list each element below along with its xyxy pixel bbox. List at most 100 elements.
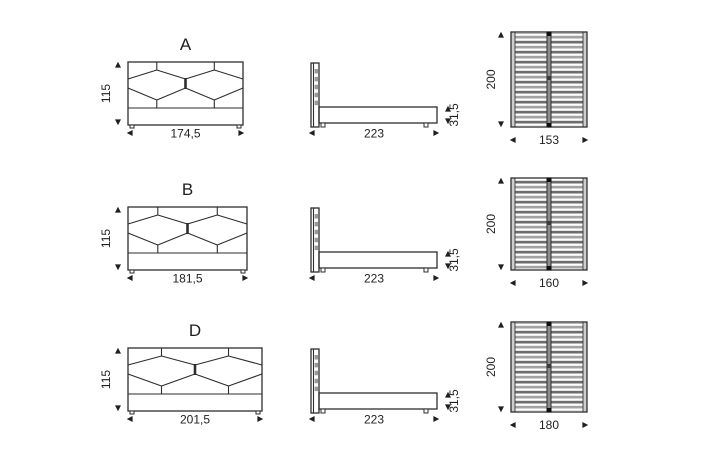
- headboard-side-outline: [310, 348, 320, 414]
- arrow-up-icon: [498, 177, 504, 184]
- bed-foot: [423, 408, 429, 414]
- bed-foot: [423, 267, 429, 273]
- rail-joint-bottom: [546, 123, 552, 128]
- bed-base-side-outline: [318, 251, 438, 269]
- arrow-left-icon: [126, 130, 133, 136]
- base-height-dimension: 31,5: [447, 103, 461, 127]
- row-d: D 115 201,5 223 31,5: [99, 321, 589, 432]
- arrow-left-icon: [126, 275, 133, 281]
- arrow-left-icon: [126, 416, 133, 422]
- bed-foot: [240, 269, 246, 274]
- slats-right: [551, 323, 583, 411]
- length-dimension: 200: [484, 357, 498, 377]
- arrow-right-icon: [238, 130, 245, 136]
- bed-d-top-view: 200 180: [484, 321, 589, 432]
- arrow-right-icon: [582, 137, 589, 143]
- size-label-a: A: [180, 35, 192, 54]
- diamond-quilt-pattern: [127, 207, 248, 254]
- bed-foot: [129, 124, 135, 129]
- bed-foot: [320, 122, 326, 128]
- size-label-b: B: [182, 180, 193, 199]
- bed-a-side-view: 223 31,5: [308, 62, 461, 141]
- bed-foot: [255, 410, 261, 415]
- row-a: A 115 174,5 223 31,5: [99, 31, 589, 147]
- arrow-left-icon: [509, 137, 516, 143]
- rail-joint-bottom: [546, 408, 552, 413]
- arrow-right-icon: [242, 275, 249, 281]
- rail-joint-middle: [547, 76, 551, 80]
- arrow-left-icon: [308, 275, 315, 281]
- slats-right: [551, 33, 583, 126]
- headboard-outline: [127, 347, 263, 412]
- arrow-down-icon: [498, 406, 504, 413]
- arrow-up-icon: [498, 31, 504, 38]
- size-label-d: D: [189, 321, 201, 340]
- width-dimension: 174,5: [170, 127, 200, 141]
- bed-foot: [236, 124, 242, 129]
- bed-foot: [320, 408, 326, 414]
- height-dimension: 115: [99, 370, 113, 389]
- base-height-dimension: 31,5: [447, 389, 461, 413]
- depth-dimension: 223: [364, 127, 384, 141]
- arrow-left-icon: [509, 280, 516, 286]
- arrow-right-icon: [582, 422, 589, 428]
- headboard-outline: [127, 206, 248, 271]
- height-dimension: 115: [99, 84, 113, 103]
- row-b: B 115 181,5 223 31,5: [99, 177, 589, 290]
- bed-b-side-view: 223 31,5: [308, 207, 461, 286]
- slats-right: [551, 179, 583, 269]
- arrow-down-icon: [115, 119, 121, 126]
- arrow-down-icon: [498, 121, 504, 128]
- bed-base-side-outline: [318, 106, 438, 124]
- rail-joint-top: [546, 177, 552, 182]
- bed-foot: [129, 269, 135, 274]
- length-dimension: 200: [484, 69, 498, 89]
- bed-d-side-view: 223 31,5: [308, 348, 461, 427]
- rail-joint-bottom: [546, 266, 552, 271]
- depth-dimension: 223: [364, 413, 384, 427]
- arrow-up-icon: [115, 206, 121, 213]
- bed-base-side-outline: [318, 392, 438, 410]
- bed-foot: [129, 410, 135, 415]
- arrow-left-icon: [308, 416, 315, 422]
- height-dimension: 115: [99, 229, 113, 248]
- arrow-right-icon: [433, 130, 440, 136]
- headboard-side-outline: [310, 62, 320, 128]
- base-height-dimension: 31,5: [447, 248, 461, 272]
- width-dimension: 181,5: [172, 272, 202, 286]
- top-width-dimension: 180: [539, 418, 559, 432]
- rail-joint-top: [546, 31, 552, 36]
- bed-a-top-view: 200 153: [484, 31, 589, 147]
- arrow-right-icon: [433, 275, 440, 281]
- arrow-right-icon: [582, 280, 589, 286]
- rail-joint-middle: [547, 221, 551, 225]
- arrow-right-icon: [257, 416, 264, 422]
- diamond-quilt-pattern: [127, 348, 263, 395]
- diamond-quilt-pattern: [127, 62, 244, 109]
- rail-joint-middle: [547, 364, 551, 368]
- arrow-down-icon: [115, 405, 121, 412]
- slats-left: [515, 323, 547, 411]
- arrow-left-icon: [509, 422, 516, 428]
- arrow-down-icon: [498, 264, 504, 271]
- arrow-right-icon: [433, 416, 440, 422]
- length-dimension: 200: [484, 214, 498, 234]
- rail-joint-top: [546, 321, 552, 326]
- bed-foot: [320, 267, 326, 273]
- bed-b-top-view: 200 160: [484, 177, 589, 290]
- slats-left: [515, 33, 547, 126]
- arrow-up-icon: [115, 61, 121, 68]
- top-width-dimension: 160: [539, 276, 559, 290]
- arrow-down-icon: [115, 264, 121, 271]
- width-dimension: 201,5: [180, 413, 210, 427]
- bed-foot: [423, 122, 429, 128]
- slats-left: [515, 179, 547, 269]
- arrow-up-icon: [498, 321, 504, 328]
- headboard-outline: [127, 61, 244, 126]
- top-width-dimension: 153: [539, 133, 559, 147]
- bed-d-front-view: D 115 201,5: [99, 321, 264, 427]
- arrow-left-icon: [308, 130, 315, 136]
- arrow-up-icon: [115, 347, 121, 354]
